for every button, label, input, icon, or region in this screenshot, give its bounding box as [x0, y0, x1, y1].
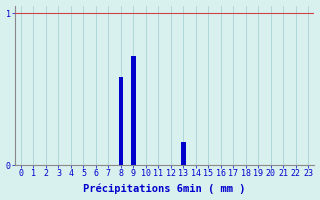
Bar	[119, 77, 123, 165]
Bar	[131, 56, 136, 165]
Bar	[181, 142, 186, 165]
X-axis label: Précipitations 6min ( mm ): Précipitations 6min ( mm )	[83, 184, 246, 194]
